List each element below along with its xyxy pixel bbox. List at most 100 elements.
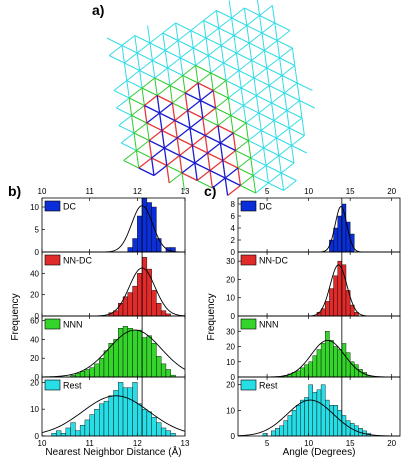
lattice-edge	[205, 37, 222, 46]
lattice-edge	[156, 94, 173, 104]
lattice-edge	[284, 92, 300, 101]
lattice-edge	[151, 157, 168, 167]
lattice-edge	[106, 37, 123, 46]
lattice-edge	[217, 124, 234, 134]
histogram-bar	[349, 233, 355, 253]
lattice-edge	[204, 135, 209, 154]
histogram-bar	[98, 403, 105, 437]
lattice-edge	[205, 27, 220, 39]
lattice-edge	[252, 175, 269, 184]
lattice-edge	[116, 107, 132, 116]
histogram-bar	[325, 399, 330, 437]
histogram-bar	[287, 415, 293, 437]
lattice-edge	[276, 40, 293, 49]
histogram-bar	[337, 410, 343, 437]
lattice-edge	[120, 132, 135, 144]
lattice-edge	[169, 85, 186, 94]
histogram-bar	[329, 405, 334, 437]
histogram-bar	[65, 427, 71, 437]
lattice-edge	[258, 102, 272, 114]
lattice-edge	[212, 90, 229, 99]
lattice-edge	[126, 70, 140, 81]
lattice-edge	[154, 77, 171, 86]
gaussian-fit-line	[238, 205, 400, 253]
histogram-bar	[89, 367, 95, 378]
histogram-bar	[70, 422, 76, 437]
lattice-edge	[237, 167, 242, 186]
histogram-bar	[337, 215, 343, 253]
lattice-edge	[190, 20, 204, 31]
lattice-edge	[228, 97, 244, 106]
histogram-bar	[103, 350, 109, 378]
lattice-edge	[154, 67, 168, 79]
legend-swatch	[44, 254, 61, 266]
lattice-edge	[150, 157, 155, 176]
x-axis-title: Angle (Degrees)	[283, 447, 356, 458]
lattice-edge	[179, 154, 196, 164]
lattice-edge	[222, 149, 237, 162]
lattice-edge	[176, 127, 191, 139]
histogram-bar	[127, 247, 133, 253]
lattice-edge	[195, 65, 212, 74]
lattice-edge	[231, 17, 248, 26]
lattice-edge	[169, 75, 184, 86]
lattice-edge	[149, 32, 164, 44]
lattice-edge	[203, 20, 207, 39]
lattice-edge	[135, 150, 140, 169]
lattice-edge	[187, 109, 204, 119]
lattice-edge	[177, 40, 181, 59]
lattice-edge	[169, 85, 173, 104]
lattice-edge	[163, 137, 178, 149]
lattice-edge	[184, 92, 189, 111]
lattice-edge	[286, 110, 303, 119]
histogram-bar	[160, 310, 167, 317]
lattice-edge	[194, 162, 198, 181]
lattice-edge	[276, 127, 290, 139]
histogram-bar	[300, 399, 305, 437]
lattice-edge	[184, 82, 199, 94]
lattice-edge	[279, 57, 283, 76]
lattice-edge	[220, 35, 235, 46]
lattice-edge	[176, 137, 193, 147]
histogram-bar	[132, 285, 138, 317]
lattice-edge	[263, 147, 280, 156]
lattice-edge	[108, 45, 123, 56]
lattice-edge	[217, 115, 232, 126]
legend-swatch	[44, 200, 61, 212]
histogram-bar	[333, 346, 338, 378]
lattice-edge	[215, 10, 220, 29]
histogram-bar	[132, 382, 138, 437]
lattice-edge	[207, 152, 224, 162]
lattice-edge	[146, 112, 161, 124]
lattice-edge	[233, 35, 250, 44]
lattice-diagram	[106, 0, 316, 197]
lattice-edge	[159, 112, 176, 122]
subplot-frame	[237, 376, 401, 437]
lattice-edge	[248, 42, 265, 51]
y-tick-label: 10	[30, 203, 39, 212]
lattice-edge	[268, 85, 273, 104]
lattice-edge	[230, 115, 234, 134]
lattice-edge	[148, 140, 153, 159]
lattice-edge	[251, 60, 268, 69]
histogram-bar	[137, 329, 143, 378]
legend-label: NN-DC	[63, 256, 92, 266]
y-axis-title: Frequency	[206, 293, 217, 340]
lattice-edge	[196, 180, 213, 189]
histogram-bar	[127, 387, 133, 437]
lattice-edge	[301, 117, 305, 136]
lattice-edge	[162, 32, 179, 41]
histogram-bar	[141, 337, 148, 378]
lattice-edge	[291, 47, 296, 66]
lattice-edge	[126, 80, 143, 89]
lattice-edge	[228, 0, 233, 19]
lattice-edge	[182, 75, 186, 94]
lattice-edge	[154, 77, 158, 96]
lattice-edge	[133, 132, 150, 141]
lattice-edge	[225, 80, 242, 89]
lattice-edge	[203, 20, 220, 29]
lattice-edge	[264, 50, 280, 59]
y-tick-label: 0	[35, 373, 40, 382]
lattice-edge	[296, 82, 313, 91]
